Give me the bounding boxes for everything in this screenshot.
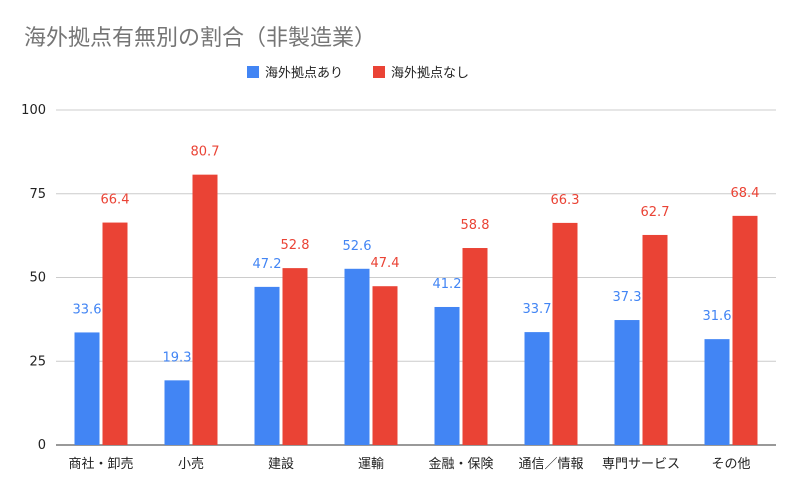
bar-series2 [732,215,758,445]
bar-series1 [704,339,730,445]
bar-series2 [192,174,218,445]
category-label: 専門サービス [602,457,680,472]
data-label: 33.6 [73,302,102,317]
bar-series1 [434,306,460,445]
bar-series2 [552,222,578,445]
data-label: 47.4 [371,256,400,271]
y-tick-label: 0 [38,438,46,453]
data-label: 52.8 [281,238,310,253]
data-label: 80.7 [191,145,220,160]
y-tick-label: 100 [21,103,46,118]
bar-series2 [372,286,398,445]
data-label: 47.2 [253,257,282,272]
y-tick-label: 25 [29,354,46,369]
data-label: 52.6 [343,239,372,254]
data-label: 58.8 [461,218,490,233]
data-label: 62.7 [641,205,670,220]
bar-series1 [344,268,370,445]
chart-title: 海外拠点有無別の割合（非製造業） [24,26,377,51]
data-label: 66.4 [101,193,130,208]
data-labels: 33.6 66.4 19.3 80.7 47.2 52.8 52.6 47.4 41.2 58.8… [73,145,760,366]
category-label: 通信／情報 [518,457,583,472]
data-label: 66.3 [551,193,580,208]
category-label: 商社・卸売 [68,456,133,472]
category-label: 運輸 [358,457,384,472]
category-label: 金融・保険 [428,456,493,472]
data-label: 68.4 [731,186,760,201]
bar-series1 [614,320,640,445]
bar-series2 [102,222,128,445]
bars [74,174,758,445]
bar-series1 [164,380,190,445]
legend-label: 海外拠点あり [265,66,343,81]
bar-series1 [74,332,100,445]
bar-series2 [642,234,668,445]
bar-series2 [282,268,308,445]
legend-swatch [247,66,259,78]
bar-series1 [524,332,550,445]
category-label: 建設 [268,456,294,472]
gridlines [56,109,776,446]
y-tick-label: 50 [29,271,46,286]
x-axis: 商社・卸売 小売 建設 運輸 金融・保険 通信／情報 専門サービス その他 [68,456,750,472]
data-label: 37.3 [613,290,642,305]
data-label: 33.7 [523,302,552,317]
bar-series1 [254,286,280,445]
data-label: 31.6 [703,309,732,324]
data-label: 41.2 [433,277,462,292]
category-label: その他 [711,457,750,472]
legend: 海外拠点あり 海外拠点なし [247,66,469,81]
legend-swatch [373,66,385,78]
category-label: 小売 [178,456,204,472]
y-tick-label: 75 [29,187,46,202]
bar-series2 [462,248,488,445]
y-axis: 0 25 50 75 100 [21,103,46,453]
data-label: 19.3 [163,350,192,365]
legend-label: 海外拠点なし [391,66,469,81]
